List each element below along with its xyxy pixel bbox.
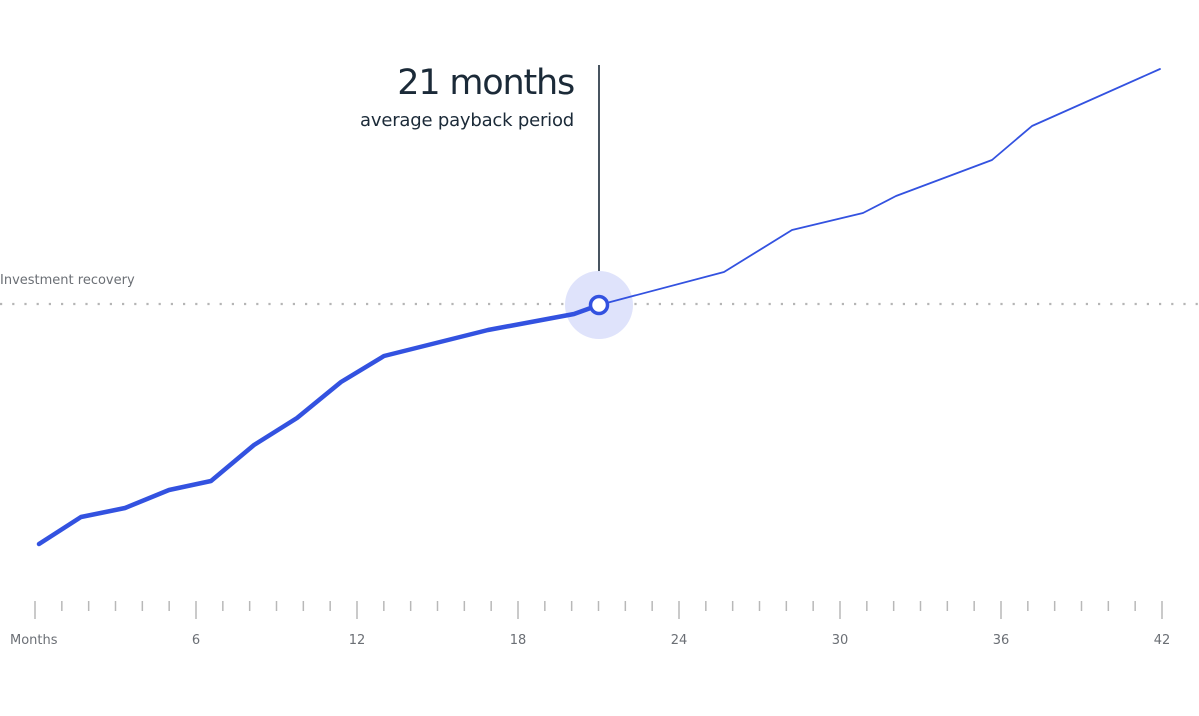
series-line-before-payback — [36, 302, 602, 547]
x-tick-label: 12 — [348, 633, 366, 648]
x-tick-label: 24 — [670, 633, 688, 648]
series-line-after-payback — [598, 68, 1161, 306]
x-axis-ticks — [34, 601, 1163, 619]
investment-recovery-label: Investment recovery — [0, 273, 135, 288]
x-tick-label: 42 — [1153, 633, 1171, 648]
x-tick-label: 30 — [831, 633, 849, 648]
x-tick-label: 36 — [992, 633, 1010, 648]
x-tick-label: 6 — [191, 633, 201, 648]
payback-value: 21 months — [397, 63, 575, 103]
payback-point-marker[interactable] — [588, 294, 610, 316]
x-axis-title: Months — [10, 633, 58, 648]
x-tick-label: 18 — [509, 633, 527, 648]
payback-label: average payback period — [360, 110, 574, 131]
